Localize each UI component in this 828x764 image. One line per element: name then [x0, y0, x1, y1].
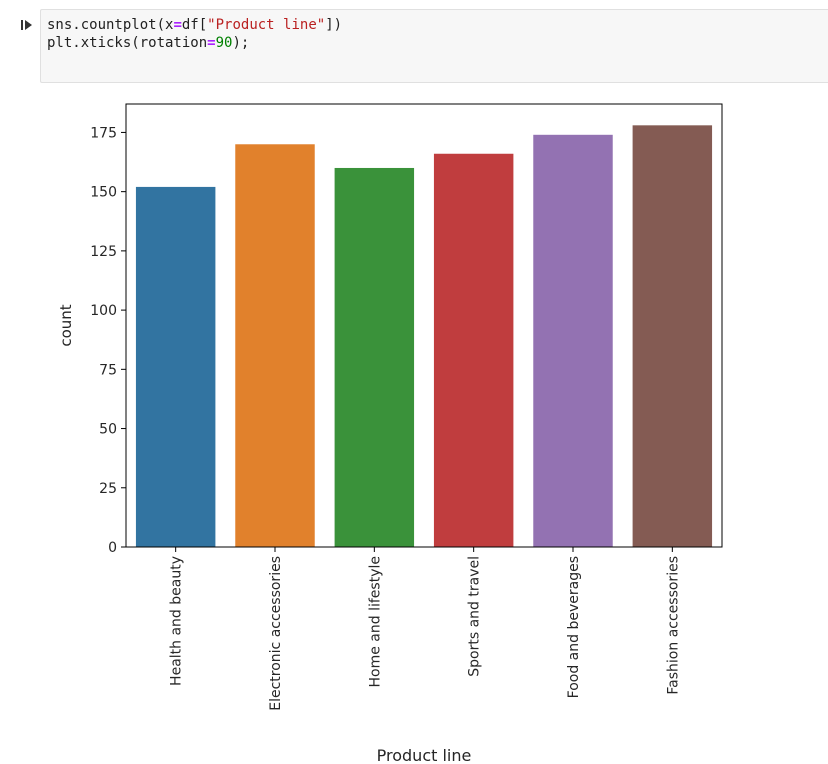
code-line: plt.xticks(rotation=90);: [47, 34, 342, 52]
y-tick-label: 100: [90, 303, 117, 319]
y-tick-label: 125: [90, 244, 117, 260]
x-tick-label: Health and beauty: [169, 556, 185, 686]
code-token: "Product line": [207, 17, 326, 33]
x-axis: Health and beauty Electronic accessories H…: [169, 547, 681, 711]
code-token: plt.xticks(rotation: [47, 35, 208, 51]
code-editor[interactable]: sns.countplot(x=df["Product line"]) plt.x…: [47, 16, 342, 52]
code-token: 90: [215, 35, 233, 51]
x-tick-label: Food and beverages: [566, 556, 582, 698]
code-token: ]): [325, 17, 343, 33]
y-tick-label: 75: [99, 362, 117, 378]
y-axis-label: count: [57, 304, 75, 346]
bar-3: [433, 153, 514, 547]
x-tick-label: Electronic accessories: [268, 556, 284, 711]
y-tick-label: 25: [99, 481, 117, 497]
x-tick-label: Sports and travel: [467, 556, 483, 677]
code-cell-input[interactable]: sns.countplot(x=df["Product line"]) plt.x…: [40, 9, 828, 83]
bar-1: [235, 144, 315, 547]
code-token: df[: [181, 17, 208, 33]
y-axis: 0 25 50 75 100 125 150 175: [90, 125, 126, 556]
countplot-chart: 0 25 50 75 100 125 150 175 Health and beauty Ele…: [57, 103, 723, 764]
bar-group: [135, 125, 713, 547]
code-token: );: [232, 35, 250, 51]
x-tick-label: Fashion accessories: [665, 556, 681, 695]
y-tick-label: 150: [90, 185, 117, 201]
code-token: sns.countplot(x: [47, 17, 174, 33]
y-tick-label: 0: [108, 540, 117, 556]
x-tick-label: Home and lifestyle: [367, 556, 383, 687]
y-tick-label: 50: [99, 422, 117, 438]
bar-4: [533, 134, 613, 547]
y-tick-label: 175: [90, 125, 117, 141]
run-cell-icon[interactable]: [20, 18, 34, 32]
bar-2: [334, 167, 415, 547]
x-axis-label: Product line: [377, 746, 472, 764]
code-token: =: [173, 17, 182, 33]
bar-0: [135, 186, 216, 547]
plot-frame: [125, 103, 723, 548]
code-line: sns.countplot(x=df["Product line"]): [47, 16, 342, 34]
cell-output: 0 25 50 75 100 125 150 175 Health and beauty Ele…: [40, 92, 828, 764]
bar-5: [632, 125, 713, 547]
code-token: =: [207, 35, 216, 51]
